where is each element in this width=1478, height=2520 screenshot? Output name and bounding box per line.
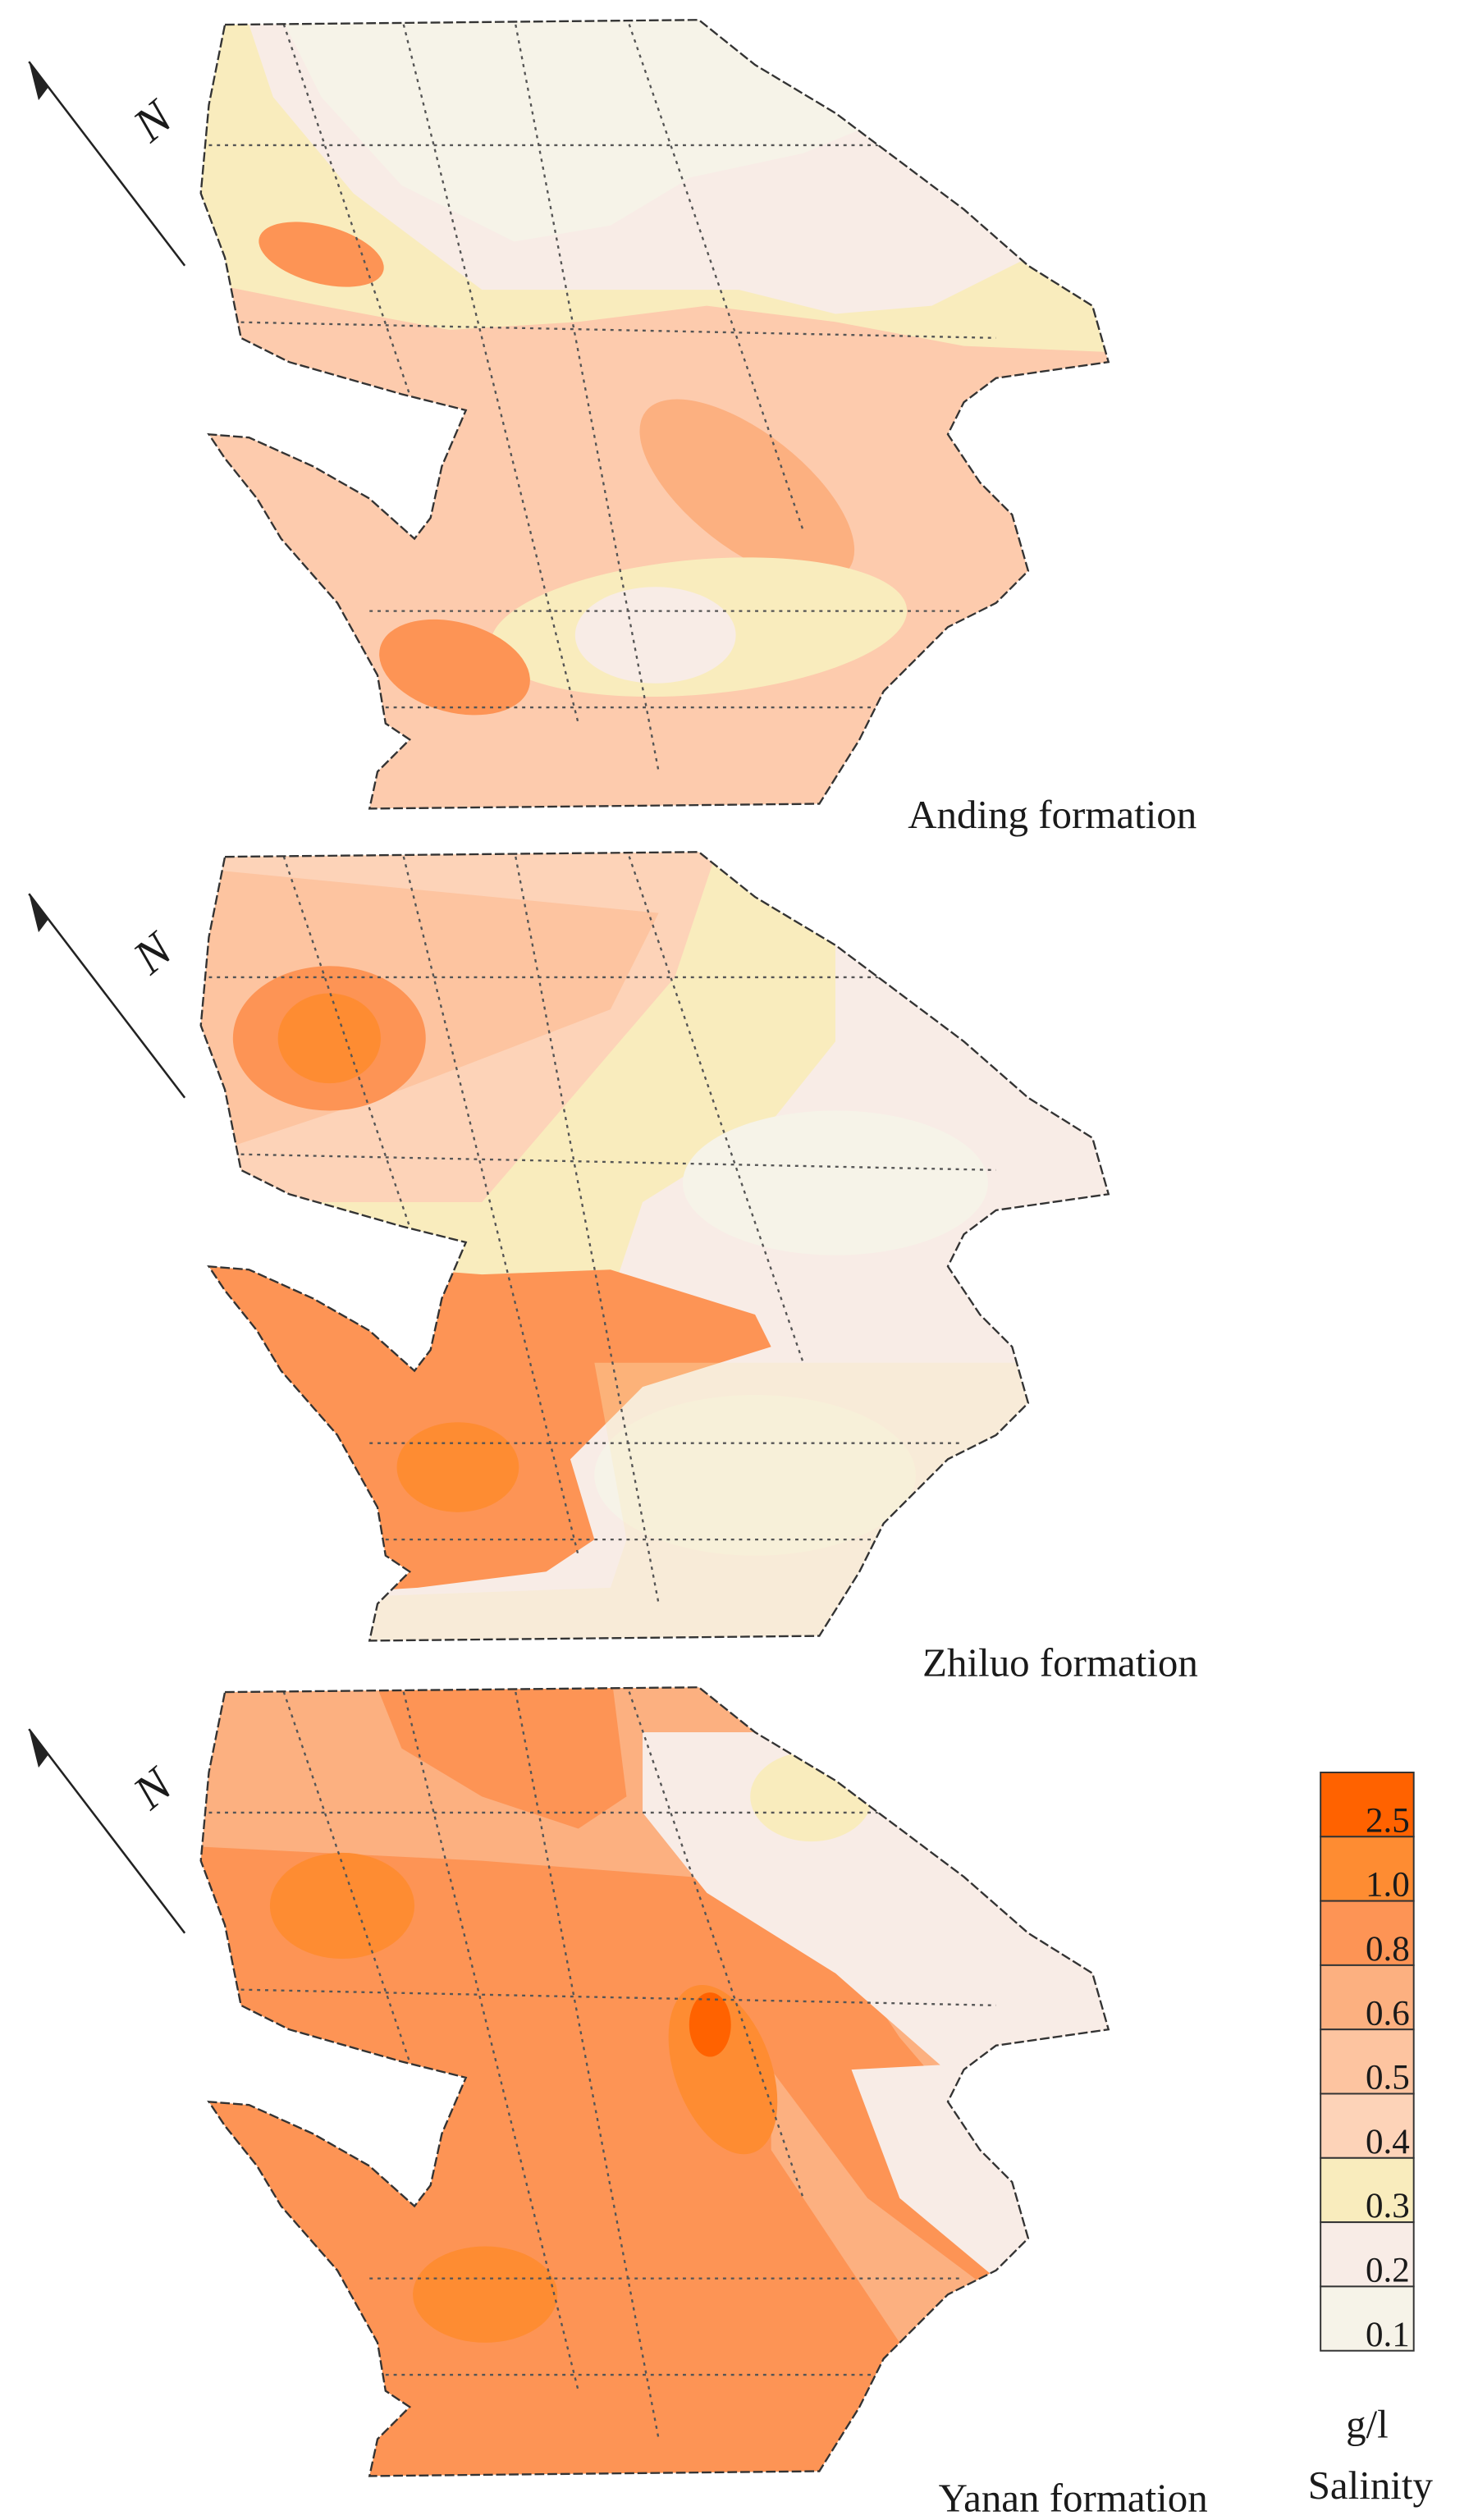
legend-title: Salinity bbox=[1308, 2463, 1434, 2508]
north-arrow-head bbox=[29, 894, 48, 933]
legend-label: 0.6 bbox=[1366, 1994, 1410, 2033]
legend-swatch bbox=[1320, 1964, 1415, 2031]
legend-label: 0.2 bbox=[1366, 2252, 1410, 2290]
north-arrow-head bbox=[29, 62, 48, 101]
legend-unit: g/l bbox=[1346, 2401, 1389, 2446]
map-fill bbox=[200, 20, 1109, 809]
map-fill bbox=[200, 1687, 1109, 2477]
formation-label: Zhiluo formation bbox=[922, 1640, 1198, 1685]
legend-swatch bbox=[1320, 1900, 1415, 1966]
legend-label: 2.5 bbox=[1366, 1801, 1410, 1840]
north-label: N bbox=[122, 89, 184, 152]
north-arrow bbox=[28, 1728, 186, 1934]
legend-swatch bbox=[1320, 2285, 1415, 2352]
legend-label: 0.1 bbox=[1366, 2316, 1410, 2354]
legend-swatch bbox=[1320, 1771, 1415, 1838]
map-fill bbox=[200, 852, 1109, 1641]
north-arrow bbox=[28, 893, 186, 1099]
legend-swatch bbox=[1320, 2221, 1415, 2288]
formation-label: Anding formation bbox=[908, 792, 1197, 837]
legend-label: 0.4 bbox=[1366, 2123, 1410, 2161]
map-panel bbox=[199, 1686, 1110, 2477]
legend-label: 1.0 bbox=[1366, 1866, 1410, 1905]
map-panel bbox=[199, 851, 1110, 1642]
legend-swatch bbox=[1320, 2092, 1415, 2159]
formation-label: Yanan formation bbox=[939, 2475, 1208, 2520]
legend-swatch bbox=[1320, 2028, 1415, 2095]
legend: 2.5 1.0 0.8 0.6 0.5 0.4 0.3 0.2 0.1 g/l Salinity bbox=[1308, 1771, 1434, 2508]
north-label: N bbox=[122, 1756, 184, 1819]
north-label: N bbox=[122, 921, 184, 984]
north-arrow bbox=[28, 61, 186, 267]
legend-label: 0.5 bbox=[1366, 2059, 1410, 2097]
map-panel bbox=[199, 19, 1110, 810]
north-arrow-head bbox=[29, 1729, 48, 1768]
legend-label: 0.8 bbox=[1366, 1930, 1410, 1969]
legend-swatch bbox=[1320, 1836, 1415, 1902]
legend-swatch bbox=[1320, 2156, 1415, 2224]
legend-label: 0.3 bbox=[1366, 2187, 1410, 2225]
